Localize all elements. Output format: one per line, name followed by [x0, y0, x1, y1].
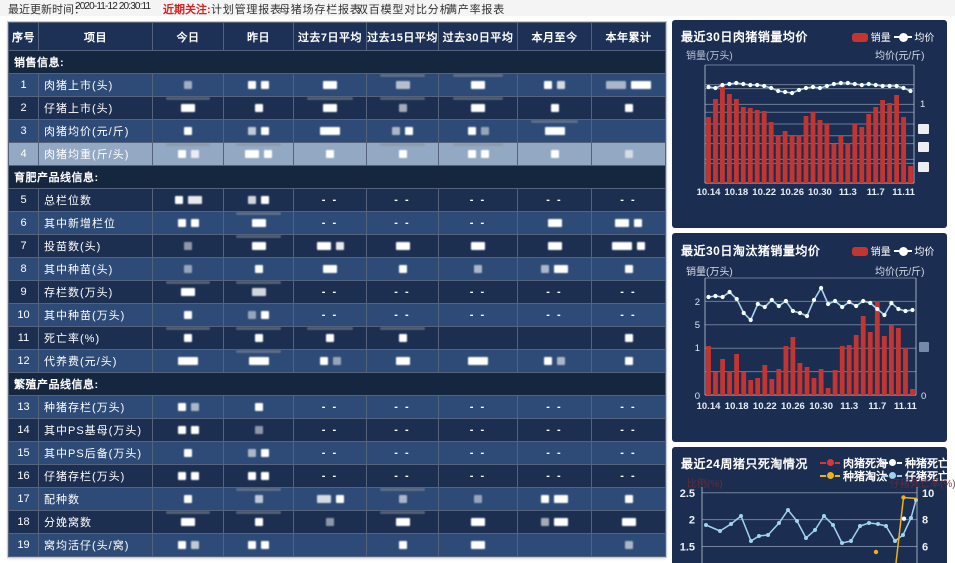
svg-text:1.5: 1.5: [680, 542, 695, 554]
svg-text:8: 8: [922, 515, 928, 527]
svg-text:10: 10: [922, 488, 934, 500]
svg-text:10.26: 10.26: [780, 187, 804, 198]
svg-text:2: 2: [689, 515, 695, 527]
svg-text:5: 5: [695, 320, 700, 331]
svg-text:11.11: 11.11: [892, 187, 915, 198]
svg-text:10.26: 10.26: [781, 401, 805, 412]
svg-text:10.30: 10.30: [808, 187, 832, 198]
svg-text:0: 0: [921, 391, 926, 402]
svg-text:1: 1: [920, 99, 925, 110]
svg-text:2.5: 2.5: [680, 488, 695, 500]
svg-text:11.3: 11.3: [839, 187, 857, 198]
svg-text:11.7: 11.7: [867, 187, 885, 198]
svg-text:2: 2: [695, 297, 700, 308]
svg-text:11.7: 11.7: [868, 401, 886, 412]
svg-text:10.18: 10.18: [724, 187, 748, 198]
svg-text:10.22: 10.22: [753, 401, 777, 412]
svg-text:10.22: 10.22: [752, 187, 776, 198]
svg-text:0: 0: [695, 391, 700, 402]
svg-text:11.3: 11.3: [840, 401, 858, 412]
svg-text:10.14: 10.14: [697, 401, 721, 412]
svg-text:10.18: 10.18: [725, 401, 749, 412]
svg-text:1: 1: [695, 343, 700, 354]
svg-text:10.30: 10.30: [809, 401, 833, 412]
svg-text:11.11: 11.11: [894, 401, 917, 412]
svg-text:6: 6: [922, 542, 928, 554]
svg-text:10.14: 10.14: [697, 187, 721, 198]
